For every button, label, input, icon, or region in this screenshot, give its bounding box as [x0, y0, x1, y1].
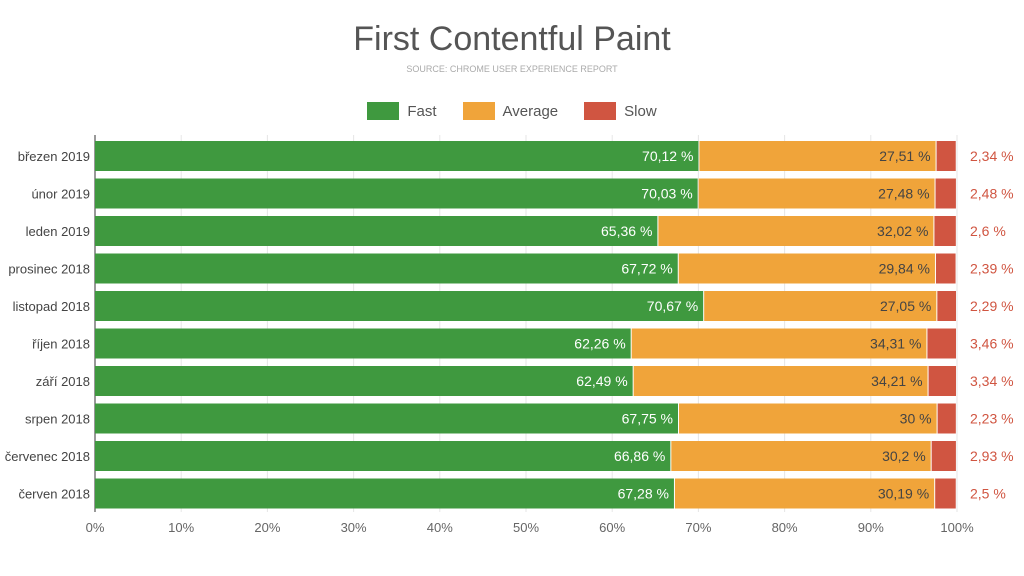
- legend-item-fast[interactable]: Fast: [367, 102, 437, 120]
- data-label-slow: 2,5 %: [970, 486, 1006, 502]
- bar-slow: [936, 141, 956, 171]
- y-tick-label: červenec 2018: [5, 449, 90, 464]
- bar-slow: [934, 216, 956, 246]
- bar-fast: [95, 441, 671, 471]
- data-label-slow: 2,93 %: [970, 448, 1014, 464]
- legend-label-slow: Slow: [624, 102, 657, 120]
- x-tick-label: 20%: [254, 520, 280, 535]
- bar-slow: [937, 403, 956, 434]
- data-label-fast: 70,12 %: [642, 148, 693, 164]
- data-label-fast: 62,49 %: [576, 373, 627, 389]
- data-label-fast: 65,36 %: [601, 223, 652, 239]
- x-tick-label: 70%: [685, 520, 711, 535]
- bar-average: [674, 478, 935, 509]
- bar-fast: [95, 216, 658, 246]
- data-label-average: 27,51 %: [879, 148, 930, 164]
- legend-swatch-average: [462, 102, 495, 120]
- bar-average: [631, 328, 927, 359]
- y-tick-label: leden 2019: [26, 224, 90, 239]
- bar-fast: [95, 253, 678, 284]
- y-tick-label: březen 2019: [18, 149, 90, 164]
- x-tick-label: 100%: [940, 520, 974, 535]
- bar-average: [678, 253, 935, 284]
- x-tick-label: 30%: [341, 520, 367, 535]
- bar-fast: [95, 366, 633, 396]
- x-tick-label: 60%: [599, 520, 625, 535]
- bar-slow: [931, 441, 956, 471]
- chart-title: First Contentful Paint: [353, 20, 671, 58]
- bar-fast: [95, 141, 699, 171]
- legend: Fast Average Slow: [0, 102, 1024, 120]
- legend-swatch-fast: [367, 102, 400, 120]
- bar-average: [699, 141, 936, 171]
- bar-average: [704, 291, 937, 321]
- data-label-slow: 2,48 %: [970, 186, 1014, 202]
- data-label-fast: 67,28 %: [618, 486, 669, 502]
- y-tick-label: září 2018: [36, 374, 90, 389]
- x-tick-label: 90%: [858, 520, 884, 535]
- data-label-fast: 67,75 %: [622, 411, 673, 427]
- y-tick-label: říjen 2018: [32, 337, 90, 352]
- legend-item-slow[interactable]: Slow: [584, 102, 657, 120]
- bar-average: [698, 178, 935, 209]
- x-tick-label: 40%: [427, 520, 453, 535]
- data-label-slow: 2,29 %: [970, 298, 1014, 314]
- data-label-average: 32,02 %: [877, 223, 928, 239]
- bar-slow: [935, 178, 956, 209]
- data-label-fast: 62,26 %: [574, 336, 625, 352]
- chart-subtitle: SOURCE: CHROME USER EXPERIENCE REPORT: [406, 64, 618, 74]
- bar-fast: [95, 291, 704, 321]
- y-tick-label: červen 2018: [18, 487, 90, 502]
- data-label-slow: 2,39 %: [970, 261, 1014, 277]
- data-label-average: 30 %: [900, 411, 932, 427]
- y-tick-label: srpen 2018: [25, 412, 90, 427]
- bar-average: [633, 366, 928, 396]
- legend-item-average[interactable]: Average: [462, 102, 559, 120]
- data-label-fast: 70,67 %: [647, 298, 698, 314]
- bar-slow: [927, 328, 956, 359]
- y-tick-label: prosinec 2018: [8, 262, 90, 277]
- data-label-fast: 67,72 %: [621, 261, 672, 277]
- x-tick-label: 80%: [772, 520, 798, 535]
- bar-slow: [935, 253, 956, 284]
- bar-slow: [928, 366, 956, 396]
- data-label-average: 30,19 %: [878, 486, 929, 502]
- bar-slow: [935, 478, 956, 509]
- data-label-slow: 2,34 %: [970, 148, 1014, 164]
- y-tick-label: listopad 2018: [13, 299, 90, 314]
- bar-average: [679, 403, 937, 434]
- x-tick-label: 10%: [168, 520, 194, 535]
- bar-average: [658, 216, 934, 246]
- data-label-average: 27,48 %: [878, 186, 929, 202]
- bar-fast: [95, 328, 631, 359]
- data-label-average: 34,31 %: [870, 336, 921, 352]
- legend-label-average: Average: [502, 102, 559, 120]
- x-tick-label: 50%: [513, 520, 539, 535]
- data-label-average: 34,21 %: [871, 373, 922, 389]
- y-tick-label: únor 2019: [31, 187, 90, 202]
- data-label-fast: 66,86 %: [614, 448, 665, 464]
- bar-fast: [95, 403, 679, 434]
- data-label-slow: 2,6 %: [970, 223, 1006, 239]
- legend-label-fast: Fast: [407, 102, 437, 120]
- data-label-slow: 3,34 %: [970, 373, 1014, 389]
- x-tick-label: 0%: [86, 520, 105, 535]
- bar-fast: [95, 178, 698, 209]
- bar-fast: [95, 478, 674, 509]
- bar-slow: [937, 291, 956, 321]
- bar-average: [671, 441, 931, 471]
- data-label-average: 27,05 %: [880, 298, 931, 314]
- data-label-slow: 3,46 %: [970, 336, 1014, 352]
- data-label-average: 29,84 %: [879, 261, 930, 277]
- legend-swatch-slow: [584, 102, 617, 120]
- data-label-fast: 70,03 %: [641, 186, 692, 202]
- data-label-slow: 2,23 %: [970, 411, 1014, 427]
- data-label-average: 30,2 %: [882, 448, 926, 464]
